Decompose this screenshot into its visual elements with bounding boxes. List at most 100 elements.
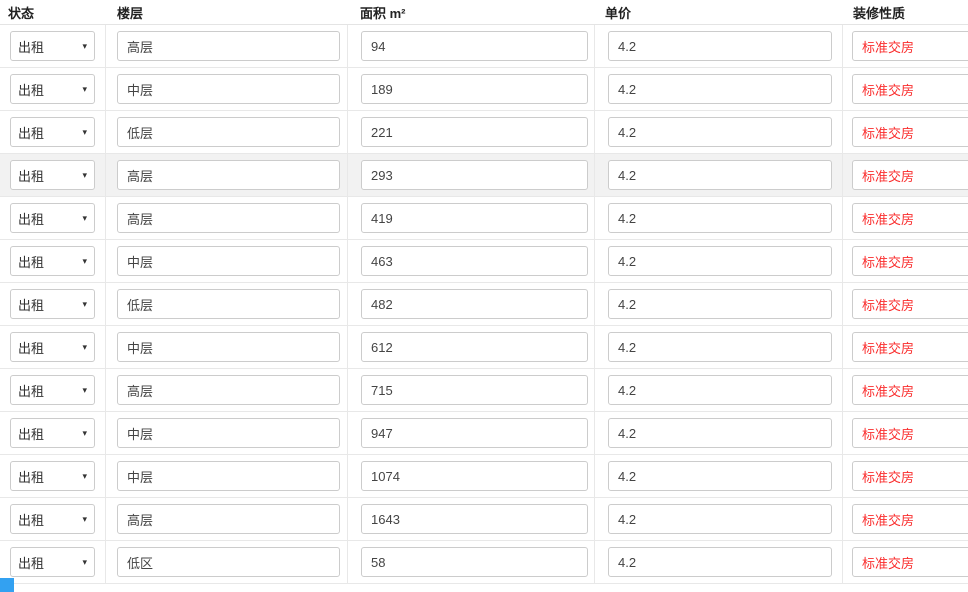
price-input[interactable] bbox=[608, 504, 832, 534]
price-input[interactable] bbox=[608, 461, 832, 491]
floor-input[interactable] bbox=[117, 418, 340, 448]
price-input[interactable] bbox=[608, 289, 832, 319]
area-input[interactable] bbox=[361, 246, 588, 276]
add-row-button[interactable] bbox=[0, 578, 14, 592]
decor-input[interactable] bbox=[852, 418, 968, 448]
decor-cell bbox=[843, 498, 968, 540]
decor-cell bbox=[843, 111, 968, 153]
status-select[interactable]: 出租 ▾ bbox=[10, 31, 95, 61]
decor-input[interactable] bbox=[852, 203, 968, 233]
status-select[interactable]: 出租 ▾ bbox=[10, 332, 95, 362]
area-input[interactable] bbox=[361, 332, 588, 362]
status-select-value: 出租 bbox=[18, 168, 45, 184]
status-select-value: 出租 bbox=[18, 512, 45, 528]
decor-input[interactable] bbox=[852, 74, 968, 104]
price-cell bbox=[595, 240, 843, 282]
floor-cell bbox=[106, 111, 348, 153]
floor-input[interactable] bbox=[117, 246, 340, 276]
price-cell bbox=[595, 369, 843, 411]
price-input[interactable] bbox=[608, 74, 832, 104]
caret-down-icon: ▾ bbox=[82, 83, 87, 94]
status-cell: 出租 ▾ bbox=[0, 455, 106, 497]
floor-input[interactable] bbox=[117, 31, 340, 61]
status-select-value: 出租 bbox=[18, 125, 45, 141]
area-input[interactable] bbox=[361, 160, 588, 190]
decor-input[interactable] bbox=[852, 332, 968, 362]
area-input[interactable] bbox=[361, 203, 588, 233]
area-input[interactable] bbox=[361, 74, 588, 104]
price-input[interactable] bbox=[608, 117, 832, 147]
price-cell bbox=[595, 283, 843, 325]
decor-cell bbox=[843, 283, 968, 325]
floor-input[interactable] bbox=[117, 289, 340, 319]
floor-input[interactable] bbox=[117, 504, 340, 534]
area-input[interactable] bbox=[361, 504, 588, 534]
price-input[interactable] bbox=[608, 31, 832, 61]
table-row: 出租 ▾ bbox=[0, 111, 968, 154]
status-cell: 出租 ▾ bbox=[0, 25, 106, 67]
table-body: 出租 ▾ 出租 ▾ bbox=[0, 25, 968, 584]
floor-cell bbox=[106, 283, 348, 325]
floor-cell bbox=[106, 369, 348, 411]
status-select[interactable]: 出租 ▾ bbox=[10, 461, 95, 491]
status-cell: 出租 ▾ bbox=[0, 412, 106, 454]
price-input[interactable] bbox=[608, 203, 832, 233]
area-input[interactable] bbox=[361, 461, 588, 491]
price-input[interactable] bbox=[608, 418, 832, 448]
decor-input[interactable] bbox=[852, 375, 968, 405]
area-input[interactable] bbox=[361, 289, 588, 319]
floor-input[interactable] bbox=[117, 74, 340, 104]
status-select-value: 出租 bbox=[18, 254, 45, 270]
status-select[interactable]: 出租 ▾ bbox=[10, 117, 95, 147]
decor-input[interactable] bbox=[852, 504, 968, 534]
price-input[interactable] bbox=[608, 160, 832, 190]
floor-cell bbox=[106, 240, 348, 282]
floor-input[interactable] bbox=[117, 375, 340, 405]
decor-input[interactable] bbox=[852, 31, 968, 61]
area-input[interactable] bbox=[361, 117, 588, 147]
table-row: 出租 ▾ bbox=[0, 283, 968, 326]
price-input[interactable] bbox=[608, 332, 832, 362]
area-cell bbox=[348, 154, 595, 196]
status-select[interactable]: 出租 ▾ bbox=[10, 504, 95, 534]
status-select[interactable]: 出租 ▾ bbox=[10, 547, 95, 577]
floor-input[interactable] bbox=[117, 547, 340, 577]
status-select[interactable]: 出租 ▾ bbox=[10, 289, 95, 319]
area-input[interactable] bbox=[361, 547, 588, 577]
decor-input[interactable] bbox=[852, 160, 968, 190]
decor-cell bbox=[843, 197, 968, 239]
floor-input[interactable] bbox=[117, 160, 340, 190]
area-input[interactable] bbox=[361, 418, 588, 448]
column-header-status: 状态 bbox=[8, 5, 35, 21]
area-input[interactable] bbox=[361, 375, 588, 405]
price-input[interactable] bbox=[608, 375, 832, 405]
status-select-value: 出租 bbox=[18, 426, 45, 442]
price-input[interactable] bbox=[608, 547, 832, 577]
floor-input[interactable] bbox=[117, 117, 340, 147]
floor-input[interactable] bbox=[117, 332, 340, 362]
caret-down-icon: ▾ bbox=[82, 384, 87, 395]
decor-input[interactable] bbox=[852, 547, 968, 577]
status-select[interactable]: 出租 ▾ bbox=[10, 375, 95, 405]
price-cell bbox=[595, 455, 843, 497]
area-input[interactable] bbox=[361, 31, 588, 61]
decor-input[interactable] bbox=[852, 289, 968, 319]
caret-down-icon: ▾ bbox=[82, 513, 87, 524]
floor-input[interactable] bbox=[117, 461, 340, 491]
status-select[interactable]: 出租 ▾ bbox=[10, 418, 95, 448]
status-select[interactable]: 出租 ▾ bbox=[10, 74, 95, 104]
decor-input[interactable] bbox=[852, 117, 968, 147]
table-row: 出租 ▾ bbox=[0, 240, 968, 283]
status-select[interactable]: 出租 ▾ bbox=[10, 160, 95, 190]
decor-input[interactable] bbox=[852, 246, 968, 276]
decor-input[interactable] bbox=[852, 461, 968, 491]
price-input[interactable] bbox=[608, 246, 832, 276]
status-cell: 出租 ▾ bbox=[0, 326, 106, 368]
status-select[interactable]: 出租 ▾ bbox=[10, 246, 95, 276]
price-cell bbox=[595, 498, 843, 540]
floor-input[interactable] bbox=[117, 203, 340, 233]
area-cell bbox=[348, 25, 595, 67]
caret-down-icon: ▾ bbox=[82, 470, 87, 481]
status-select[interactable]: 出租 ▾ bbox=[10, 203, 95, 233]
